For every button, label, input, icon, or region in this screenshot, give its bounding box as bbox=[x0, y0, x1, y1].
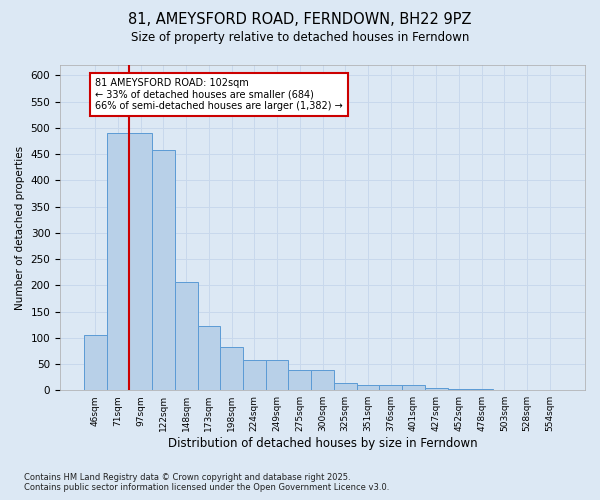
Bar bbox=[243, 360, 266, 390]
Y-axis label: Number of detached properties: Number of detached properties bbox=[15, 146, 25, 310]
Bar bbox=[175, 282, 197, 390]
Text: 81, AMEYSFORD ROAD, FERNDOWN, BH22 9PZ: 81, AMEYSFORD ROAD, FERNDOWN, BH22 9PZ bbox=[128, 12, 472, 28]
Bar bbox=[289, 370, 311, 390]
Bar bbox=[356, 385, 379, 390]
Bar bbox=[220, 346, 243, 390]
Bar bbox=[152, 150, 175, 390]
Text: Contains HM Land Registry data © Crown copyright and database right 2025.
Contai: Contains HM Land Registry data © Crown c… bbox=[24, 473, 389, 492]
Bar bbox=[448, 389, 470, 390]
Text: Size of property relative to detached houses in Ferndown: Size of property relative to detached ho… bbox=[131, 31, 469, 44]
Bar bbox=[334, 383, 356, 390]
Text: 81 AMEYSFORD ROAD: 102sqm
← 33% of detached houses are smaller (684)
66% of semi: 81 AMEYSFORD ROAD: 102sqm ← 33% of detac… bbox=[95, 78, 343, 112]
Bar bbox=[266, 360, 289, 390]
Bar bbox=[107, 133, 130, 390]
Bar bbox=[84, 335, 107, 390]
Bar bbox=[130, 133, 152, 390]
X-axis label: Distribution of detached houses by size in Ferndown: Distribution of detached houses by size … bbox=[168, 437, 478, 450]
Bar bbox=[379, 385, 402, 390]
Bar bbox=[402, 385, 425, 390]
Bar bbox=[311, 370, 334, 390]
Bar bbox=[197, 326, 220, 390]
Bar bbox=[425, 388, 448, 390]
Bar bbox=[470, 389, 493, 390]
